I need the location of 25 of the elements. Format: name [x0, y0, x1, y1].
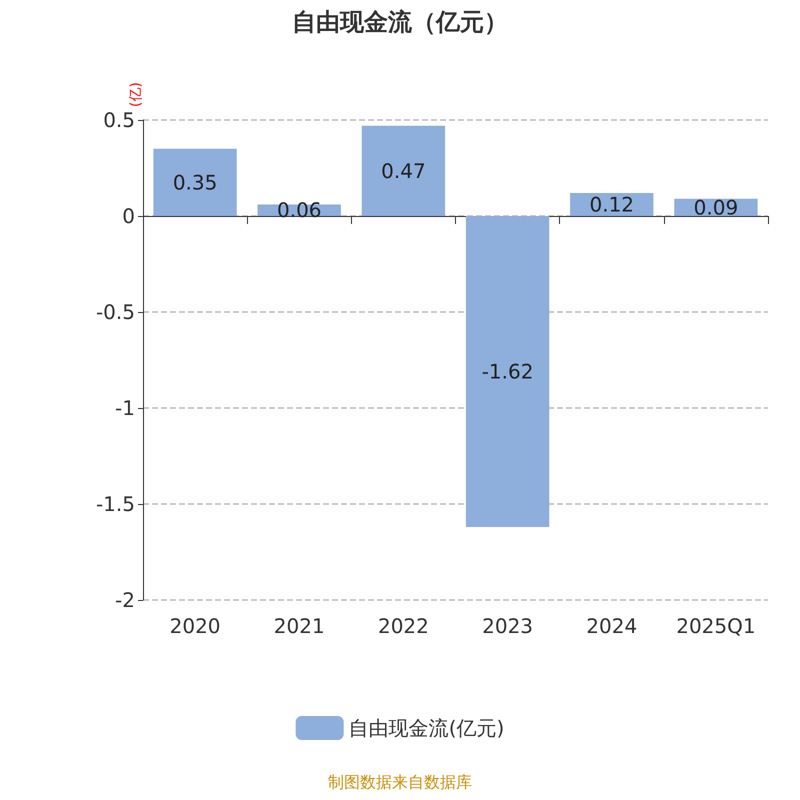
x-tick-label: 2022 [378, 614, 429, 638]
y-tick-label: 0 [122, 204, 135, 228]
data-label: 0.06 [276, 198, 322, 222]
text: 制图数据来自数据库 [328, 772, 472, 792]
x-tick-label: 2021 [274, 614, 325, 638]
y-tick-label: 0.5 [103, 108, 135, 132]
x-tick-label: 2025Q1 [676, 614, 756, 638]
x-tick-label: 2023 [482, 614, 534, 638]
data-label: 0.35 [172, 170, 218, 194]
data-label: 0.12 [589, 192, 634, 216]
bar [466, 216, 550, 528]
x-tick-label: 2020 [170, 614, 221, 638]
legend-label: 自由现金流(亿元) [348, 716, 504, 740]
y-tick-label: -1 [115, 396, 135, 420]
bar [362, 126, 446, 216]
data-label: 0.09 [694, 195, 738, 220]
chart-title: 自由现金流（亿元） [292, 8, 508, 36]
y-tick-label: -2 [115, 588, 135, 612]
y-tick-label: -1.5 [96, 492, 135, 516]
y-axis-title: (亿) [128, 82, 144, 108]
x-tick-label: 2024 [586, 614, 638, 638]
y-tick-label: -0.5 [96, 300, 135, 324]
data-label: 0.47 [381, 158, 426, 183]
data-label: -1.62 [482, 360, 534, 384]
bar [153, 148, 237, 216]
